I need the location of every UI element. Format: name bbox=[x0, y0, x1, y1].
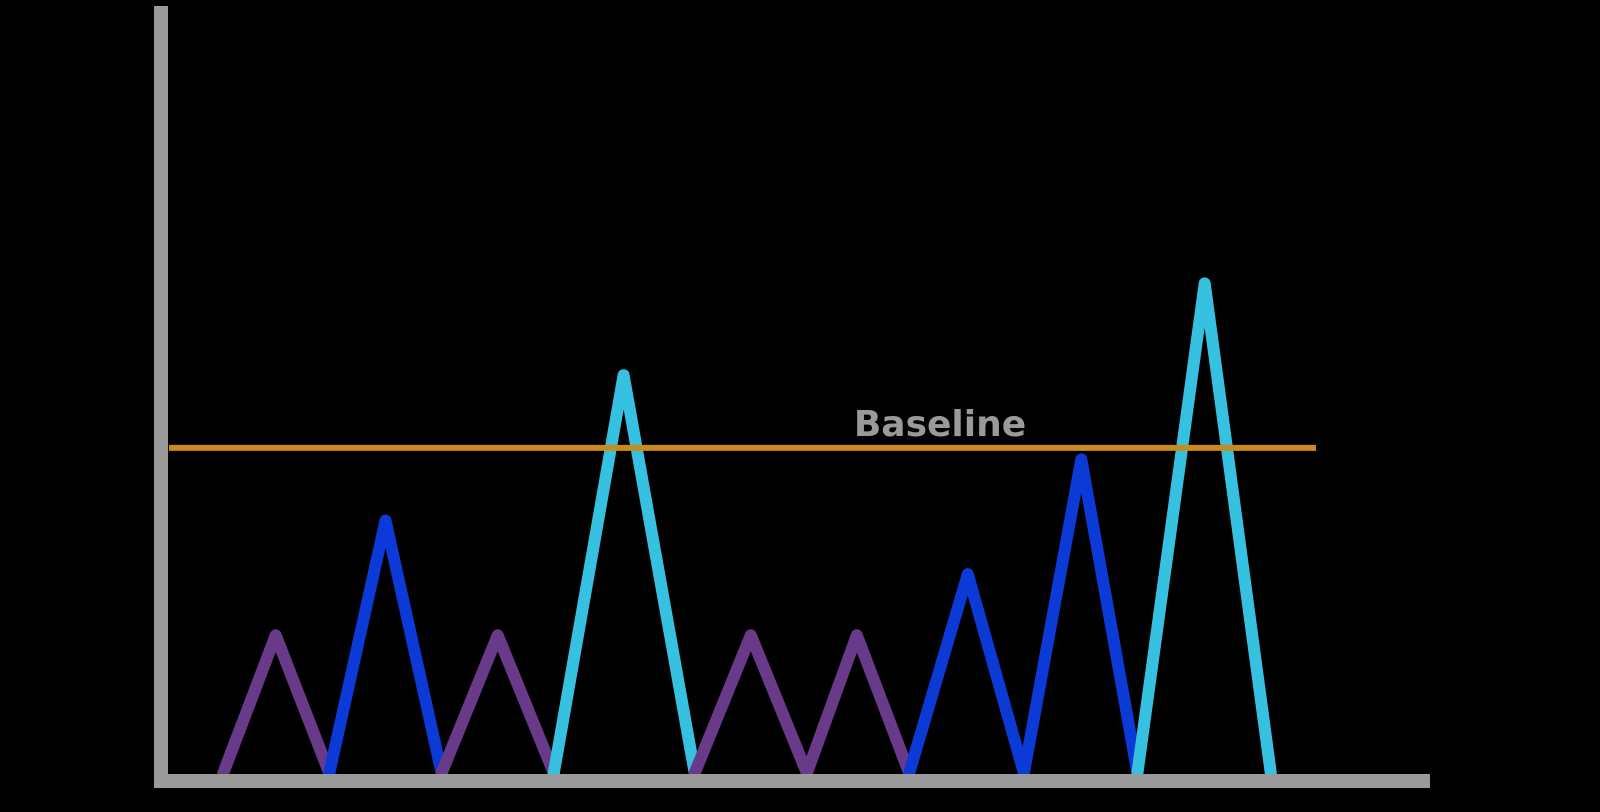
series-line-4 bbox=[547, 369, 701, 779]
series-line-5 bbox=[688, 629, 813, 779]
series-line-9 bbox=[1131, 277, 1277, 779]
series-line-6 bbox=[800, 629, 916, 779]
series-layer bbox=[217, 277, 1277, 779]
series-line-8 bbox=[1017, 453, 1144, 779]
series-line-1 bbox=[217, 629, 336, 779]
series-line-3 bbox=[435, 629, 560, 779]
series-line-7 bbox=[903, 568, 1030, 779]
series-line-2 bbox=[323, 514, 448, 779]
baseline-label: Baseline bbox=[854, 404, 1026, 445]
